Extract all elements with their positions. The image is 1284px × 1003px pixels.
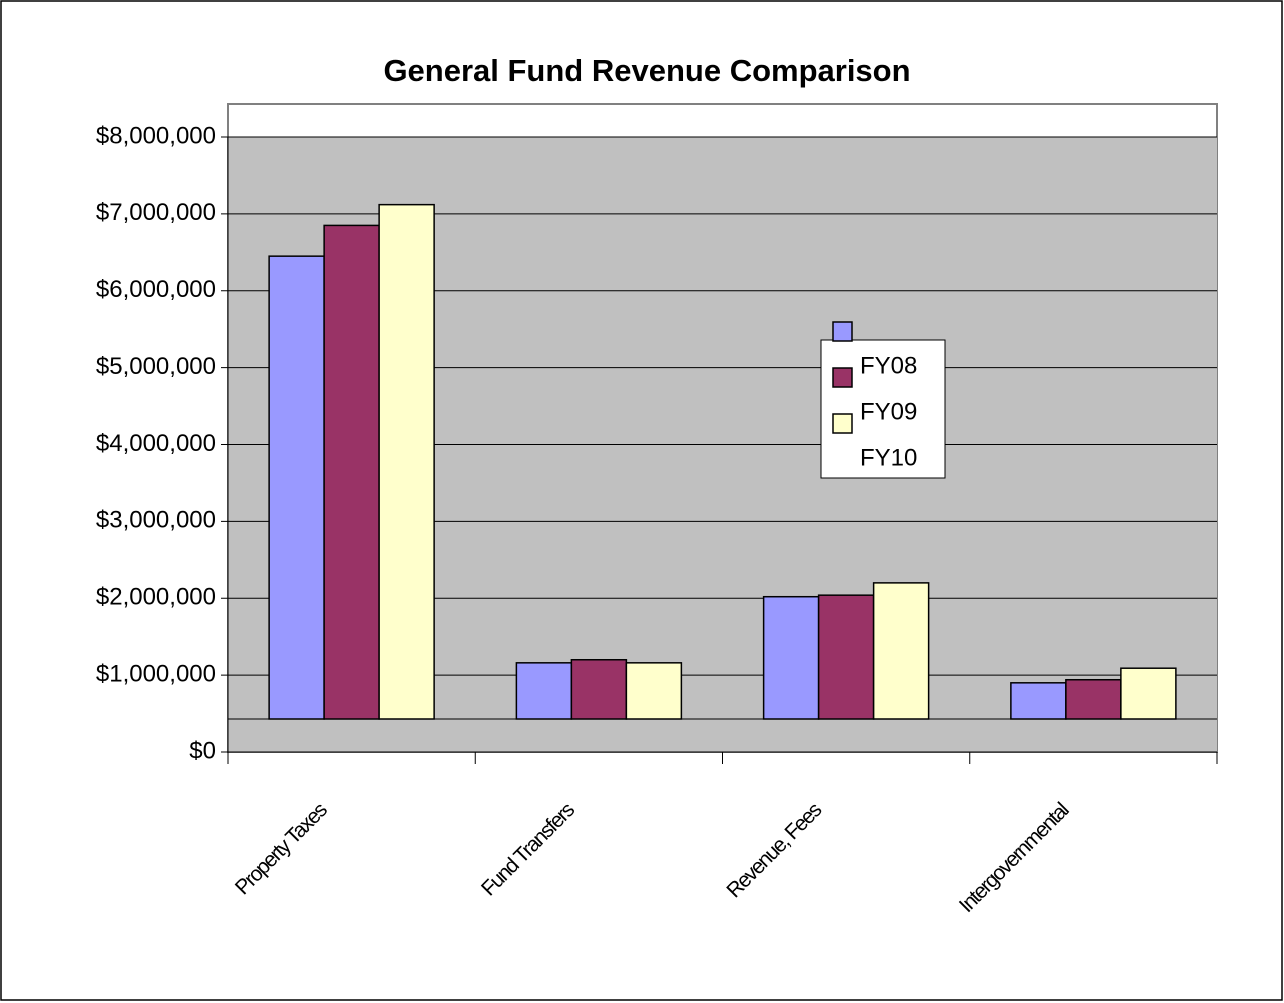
legend-label: FY10 [860,444,917,471]
y-tick-label: $7,000,000 [96,199,216,226]
bar [515,662,573,720]
bar [268,255,325,720]
bar [762,595,820,720]
legend-swatch [832,321,853,342]
chart-title: General Fund Revenue Comparison [383,53,910,88]
y-tick-label: $5,000,000 [96,353,216,380]
legend-swatch [832,367,853,388]
y-tick-label: $1,000,000 [96,660,216,687]
bar [817,594,875,720]
bar [1010,682,1067,720]
legend-label: FY09 [860,398,917,425]
y-tick-label: $4,000,000 [96,430,216,457]
legend-box [820,339,946,479]
bar [872,582,930,720]
y-tick-label: $0 [189,737,216,764]
bar [625,662,683,720]
y-tick-label: $6,000,000 [96,276,216,303]
y-tick-label: $2,000,000 [96,584,216,611]
bar [378,203,435,720]
bar [570,659,628,720]
y-tick-label: $8,000,000 [96,122,216,149]
legend-swatch [832,413,853,434]
y-tick-label: $3,000,000 [96,507,216,534]
bar [323,224,380,720]
legend-label: FY08 [860,352,917,379]
bar [1065,678,1122,720]
bar [1120,667,1177,720]
